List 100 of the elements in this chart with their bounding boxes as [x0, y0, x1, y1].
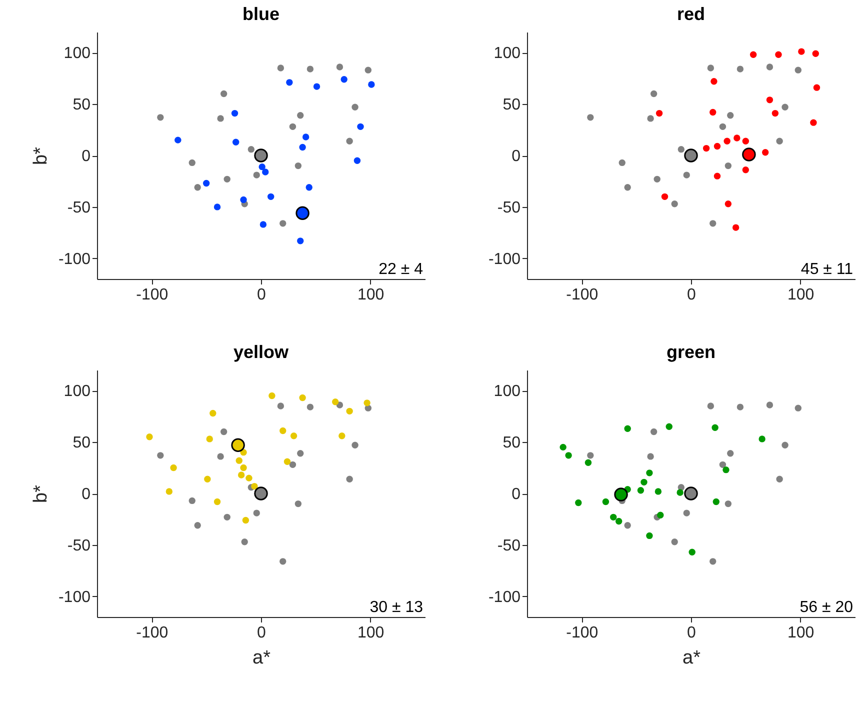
point	[157, 114, 164, 121]
point	[678, 146, 685, 153]
point	[719, 461, 726, 468]
y-tick-label: 100	[494, 45, 521, 62]
point	[202, 180, 210, 187]
y-tick-label: 0	[512, 148, 521, 165]
point	[290, 432, 298, 440]
chart-title: red	[676, 4, 706, 24]
point	[294, 500, 302, 508]
point	[289, 461, 296, 468]
point	[661, 193, 668, 200]
point	[332, 398, 339, 406]
point	[714, 142, 721, 150]
point	[710, 220, 716, 227]
point	[217, 115, 224, 122]
point	[575, 499, 582, 506]
point	[742, 148, 756, 162]
annotation: 22 ± 4	[378, 261, 424, 278]
point	[277, 64, 284, 72]
point	[251, 482, 258, 490]
point	[647, 115, 654, 122]
point	[727, 450, 734, 457]
point	[742, 166, 750, 174]
y-tick-label: 50	[502, 96, 521, 114]
point	[742, 138, 750, 144]
point	[724, 162, 732, 170]
y-tick-label: -100	[58, 588, 91, 606]
y-axis-title: b*	[30, 484, 52, 503]
point	[299, 144, 306, 151]
point	[732, 224, 740, 231]
point	[166, 488, 173, 495]
x-tick-label: -100	[136, 286, 168, 304]
point	[254, 148, 268, 162]
point	[352, 442, 358, 448]
point	[364, 400, 370, 406]
point	[231, 438, 245, 452]
annotation: 45 ± 11	[800, 261, 854, 278]
y-tick-label: 50	[72, 434, 91, 452]
x-tick-label: 100	[357, 624, 384, 642]
point	[280, 558, 286, 565]
point	[646, 470, 653, 476]
point	[624, 184, 631, 191]
point	[268, 392, 276, 400]
annotation: 56 ± 20	[800, 599, 854, 616]
point	[258, 163, 266, 170]
point	[584, 459, 592, 466]
point	[277, 402, 284, 410]
point	[712, 498, 720, 506]
point	[248, 146, 255, 153]
point	[220, 90, 228, 98]
point	[286, 79, 293, 86]
point	[766, 96, 774, 104]
point	[688, 548, 696, 556]
y-tick-label: -50	[497, 199, 521, 216]
point	[646, 532, 653, 540]
point	[236, 457, 242, 464]
point	[794, 66, 802, 74]
point	[782, 442, 788, 448]
point	[306, 404, 314, 410]
point	[364, 66, 372, 74]
point	[238, 472, 245, 478]
point	[242, 516, 250, 524]
point	[214, 204, 221, 210]
point	[368, 81, 375, 88]
point	[262, 168, 269, 176]
point	[736, 404, 744, 410]
point	[671, 200, 678, 208]
point	[724, 500, 732, 508]
point	[231, 110, 238, 117]
point	[724, 138, 730, 144]
x-tick-label: 0	[687, 624, 696, 642]
point	[587, 452, 594, 459]
x-tick-label: 0	[257, 624, 266, 642]
point	[766, 64, 774, 70]
y-tick-label: -100	[488, 250, 521, 268]
point	[346, 476, 353, 482]
point	[724, 200, 732, 208]
point	[657, 512, 664, 518]
point	[736, 66, 744, 72]
point	[794, 404, 802, 412]
point	[710, 558, 716, 565]
point	[340, 76, 348, 83]
point	[812, 50, 819, 57]
y-tick-label: -50	[67, 199, 91, 216]
point	[813, 84, 820, 91]
point	[241, 538, 248, 546]
point	[313, 83, 320, 90]
point	[294, 162, 302, 170]
point	[707, 64, 714, 72]
x-tick-label: 0	[257, 286, 266, 304]
point	[702, 144, 710, 152]
point	[722, 466, 730, 474]
point	[354, 157, 361, 164]
point	[671, 538, 678, 546]
y-tick-label: -100	[58, 250, 91, 268]
x-tick-label: 100	[787, 286, 814, 304]
x-tick-label: -100	[566, 624, 598, 642]
point	[297, 450, 304, 457]
x-axis-title: a*	[252, 648, 272, 668]
point	[719, 123, 726, 130]
